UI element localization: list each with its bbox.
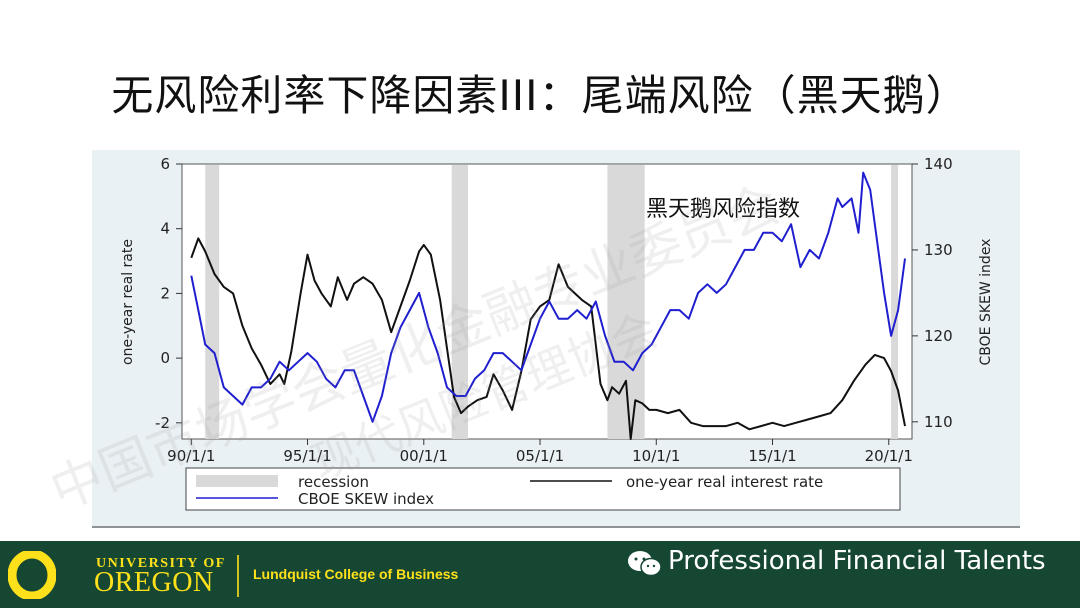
real-rate-line: [190, 237, 906, 440]
college-name: Lundquist College of Business: [253, 566, 459, 582]
y-left-tick-label: 2: [160, 284, 170, 302]
recession-band: [891, 165, 899, 439]
y-right-tick-label: 120: [924, 327, 953, 345]
legend-recession-swatch: [196, 475, 278, 487]
x-tick-label: 00/1/1: [400, 447, 448, 465]
y-right-tick-label: 140: [924, 155, 953, 173]
recession-band: [205, 165, 220, 439]
y-right-tick-label: 130: [924, 241, 953, 259]
left-axis-label: one-year real rate: [120, 239, 136, 365]
y-left-tick-label: 6: [160, 155, 170, 173]
slide-title: 无风险利率下降因素III：尾端风险（黑天鹅）: [111, 71, 969, 120]
footer-divider: [237, 555, 239, 597]
x-tick-label: 10/1/1: [632, 447, 680, 465]
x-tick-label: 20/1/1: [865, 447, 913, 465]
oregon-text: OREGON: [94, 567, 214, 598]
brand-text: Professional Financial Talents: [668, 546, 1046, 576]
oregon-o-logo-icon: [8, 551, 56, 599]
x-tick-label: 05/1/1: [516, 447, 564, 465]
wechat-icon: [628, 551, 662, 577]
y-left-tick-label: -2: [155, 414, 170, 432]
recession-band: [451, 165, 468, 439]
y-left-tick-label: 4: [160, 220, 170, 238]
y-left-tick-label: 0: [160, 349, 170, 367]
y-right-tick-label: 110: [924, 413, 953, 431]
legend-box: [185, 467, 901, 511]
x-tick-label: 90/1/1: [167, 447, 215, 465]
university-of-text: UNIVERSITY OF: [96, 556, 226, 571]
x-tick-label: 95/1/1: [283, 447, 331, 465]
footer-bar: [0, 541, 1080, 608]
legend-recession-label: recession: [298, 473, 369, 491]
chart: 90/1/1 95/1/1 00/1/1 05/1/1 10/1/1 15/1/1 20/1…: [92, 150, 1020, 528]
recession-band: [607, 165, 645, 439]
skew-annotation: 黑天鹅风险指数: [646, 197, 800, 222]
skew-index-line: [190, 171, 906, 423]
legend-skew-label: CBOE SKEW index: [298, 490, 434, 508]
right-axis-label: CBOE SKEW index: [978, 239, 994, 366]
legend-rate-label: one-year real interest rate: [626, 473, 823, 491]
x-tick-label: 15/1/1: [748, 447, 796, 465]
